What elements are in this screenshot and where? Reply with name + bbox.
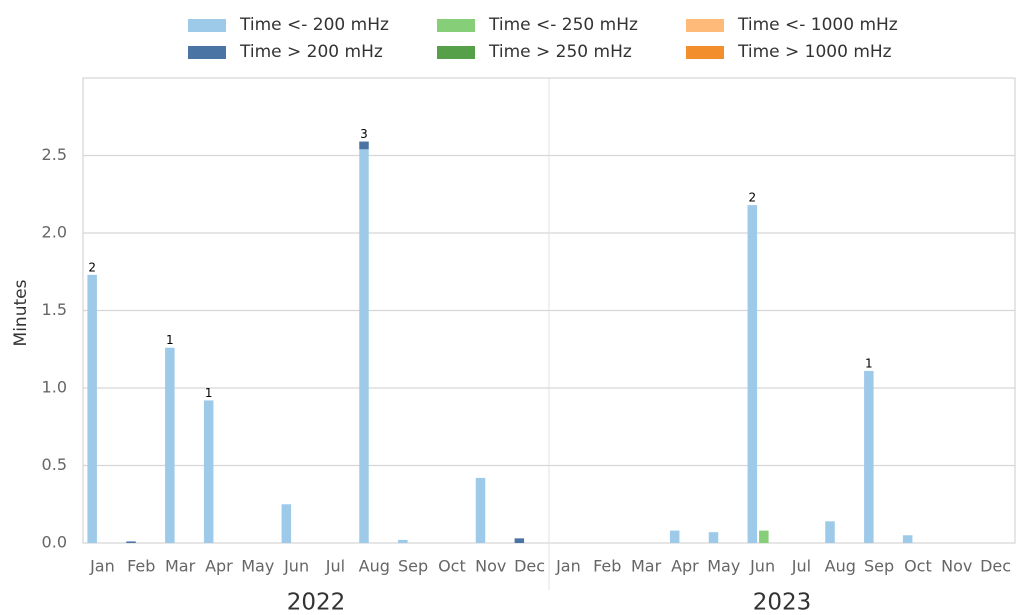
x-tick-label: Jun [283, 557, 309, 576]
x-tick-label: Mar [631, 557, 662, 576]
x-tick-label: Apr [671, 557, 699, 576]
legend-swatch [686, 19, 724, 32]
legend-label: Time <- 200 mHz [239, 15, 389, 35]
bar [126, 541, 136, 543]
bar [165, 347, 175, 543]
x-tick-label: Jun [749, 557, 775, 576]
x-tick-label: Mar [165, 557, 196, 576]
count-label: 1 [166, 333, 174, 347]
legend-swatch [437, 46, 475, 59]
x-tick-label: Aug [825, 557, 856, 576]
x-tick-label: Nov [475, 557, 506, 576]
bar [203, 400, 214, 543]
bar [864, 370, 874, 543]
count-label: 2 [749, 191, 757, 205]
x-tick-label: Sep [864, 557, 894, 576]
x-tick-label: Oct [904, 557, 932, 576]
count-label: 2 [88, 260, 96, 274]
y-tick-label: 1.5 [42, 300, 67, 319]
bar [398, 539, 408, 543]
x-tick-label: May [707, 557, 740, 576]
x-tick-label: Dec [514, 557, 545, 576]
bar [475, 477, 486, 543]
legend-swatch [686, 46, 724, 59]
y-tick-label: 2.5 [42, 145, 67, 164]
legend-swatch [188, 19, 226, 32]
group-label: 2022 [287, 590, 346, 615]
bar [87, 274, 97, 543]
bar [825, 521, 835, 543]
legend-label: Time <- 250 mHz [488, 15, 638, 35]
x-tick-label: Nov [941, 557, 972, 576]
x-tick-label: Apr [205, 557, 233, 576]
legend-label: Time <- 1000 mHz [737, 15, 898, 35]
y-tick-label: 2.0 [42, 223, 67, 242]
bar [747, 205, 758, 543]
count-label: 3 [360, 127, 368, 141]
x-tick-label: Jan [555, 557, 581, 576]
x-tick-label: Oct [438, 557, 466, 576]
legend-label: Time > 1000 mHz [737, 42, 892, 62]
bar [902, 535, 913, 543]
y-tick-label: 1.0 [42, 378, 67, 397]
bar [669, 530, 680, 543]
x-tick-label: Jul [791, 557, 811, 576]
x-tick-label: Jul [325, 557, 345, 576]
bar [759, 530, 769, 543]
legend-swatch [188, 46, 226, 59]
group-label: 2023 [753, 590, 812, 615]
count-label: 1 [865, 356, 873, 370]
y-axis-label: Minutes [11, 279, 31, 346]
bar [359, 141, 369, 150]
y-tick-label: 0.5 [42, 455, 67, 474]
bar [359, 149, 369, 544]
legend-swatch [437, 19, 475, 32]
bar [708, 532, 719, 543]
x-tick-label: Jan [89, 557, 115, 576]
bar [514, 538, 525, 543]
x-tick-label: Aug [359, 557, 390, 576]
legend-label: Time > 250 mHz [488, 42, 632, 62]
x-tick-label: May [241, 557, 274, 576]
count-label: 1 [205, 386, 213, 400]
legend-label: Time > 200 mHz [239, 42, 383, 62]
x-tick-label: Sep [398, 557, 428, 576]
x-tick-label: Feb [127, 557, 155, 576]
x-tick-label: Feb [593, 557, 621, 576]
x-tick-label: Dec [980, 557, 1011, 576]
y-tick-label: 0.0 [42, 533, 67, 552]
bar [281, 504, 292, 543]
